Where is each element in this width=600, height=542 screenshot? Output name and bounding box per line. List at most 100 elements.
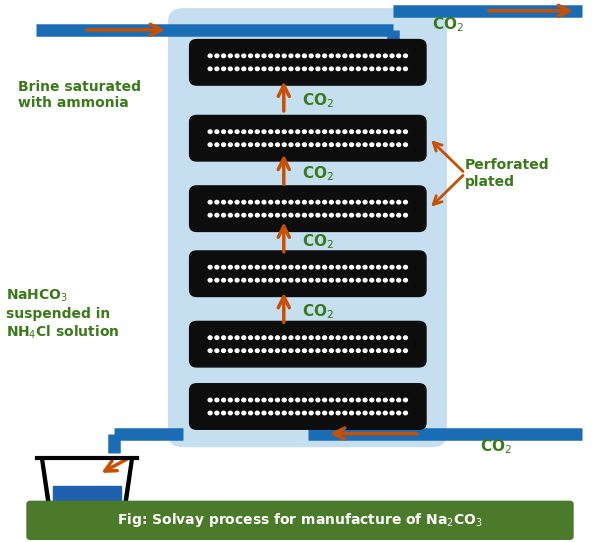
Circle shape	[316, 143, 320, 146]
Circle shape	[283, 67, 286, 70]
Circle shape	[336, 336, 340, 339]
Circle shape	[283, 143, 286, 146]
Circle shape	[289, 336, 293, 339]
Circle shape	[256, 266, 259, 269]
Circle shape	[302, 143, 307, 146]
Circle shape	[350, 143, 353, 146]
Circle shape	[350, 54, 353, 57]
Circle shape	[336, 67, 340, 70]
Circle shape	[404, 266, 407, 269]
Circle shape	[208, 349, 212, 352]
Circle shape	[363, 214, 367, 217]
Text: CO$_2$: CO$_2$	[480, 438, 512, 456]
Circle shape	[323, 130, 326, 133]
Circle shape	[363, 349, 367, 352]
Circle shape	[269, 336, 272, 339]
Circle shape	[215, 130, 219, 133]
Circle shape	[302, 398, 307, 402]
Circle shape	[316, 336, 320, 339]
Circle shape	[309, 130, 313, 133]
Ellipse shape	[53, 496, 121, 506]
Circle shape	[370, 130, 374, 133]
Circle shape	[256, 201, 259, 204]
Circle shape	[296, 349, 299, 352]
Circle shape	[383, 201, 387, 204]
Circle shape	[329, 130, 333, 133]
Circle shape	[336, 398, 340, 402]
Circle shape	[289, 279, 293, 282]
Circle shape	[323, 143, 326, 146]
Circle shape	[269, 143, 272, 146]
Circle shape	[336, 349, 340, 352]
Circle shape	[229, 214, 232, 217]
Circle shape	[262, 336, 266, 339]
Circle shape	[221, 67, 226, 70]
Circle shape	[302, 54, 307, 57]
Circle shape	[275, 398, 280, 402]
Circle shape	[323, 54, 326, 57]
Circle shape	[363, 54, 367, 57]
Circle shape	[262, 398, 266, 402]
Text: Perforated
plated: Perforated plated	[465, 158, 550, 189]
Circle shape	[215, 336, 219, 339]
Circle shape	[377, 411, 380, 415]
Circle shape	[397, 214, 401, 217]
Circle shape	[289, 214, 293, 217]
Circle shape	[377, 214, 380, 217]
Ellipse shape	[50, 498, 124, 507]
Circle shape	[336, 279, 340, 282]
Circle shape	[248, 279, 253, 282]
Circle shape	[404, 54, 407, 57]
Circle shape	[323, 214, 326, 217]
Circle shape	[262, 67, 266, 70]
Circle shape	[404, 349, 407, 352]
Circle shape	[343, 336, 347, 339]
Circle shape	[397, 143, 401, 146]
Circle shape	[370, 279, 374, 282]
Circle shape	[215, 279, 219, 282]
Circle shape	[329, 67, 333, 70]
Circle shape	[235, 411, 239, 415]
Circle shape	[323, 67, 326, 70]
Circle shape	[397, 266, 401, 269]
Circle shape	[350, 411, 353, 415]
Circle shape	[235, 54, 239, 57]
Circle shape	[275, 411, 280, 415]
Circle shape	[242, 411, 246, 415]
Circle shape	[229, 349, 232, 352]
Circle shape	[235, 214, 239, 217]
Circle shape	[221, 411, 226, 415]
Circle shape	[229, 398, 232, 402]
Circle shape	[316, 201, 320, 204]
Circle shape	[283, 130, 286, 133]
Circle shape	[377, 336, 380, 339]
Circle shape	[283, 54, 286, 57]
Circle shape	[296, 67, 299, 70]
Circle shape	[242, 336, 246, 339]
Circle shape	[350, 130, 353, 133]
Circle shape	[390, 336, 394, 339]
Circle shape	[343, 130, 347, 133]
Circle shape	[350, 279, 353, 282]
Circle shape	[296, 398, 299, 402]
Circle shape	[235, 336, 239, 339]
Circle shape	[343, 349, 347, 352]
Circle shape	[269, 398, 272, 402]
Circle shape	[256, 336, 259, 339]
Circle shape	[215, 266, 219, 269]
Circle shape	[269, 201, 272, 204]
Circle shape	[323, 336, 326, 339]
Circle shape	[363, 398, 367, 402]
Circle shape	[248, 398, 253, 402]
Polygon shape	[40, 458, 133, 507]
Circle shape	[383, 143, 387, 146]
FancyBboxPatch shape	[168, 8, 447, 447]
Circle shape	[289, 130, 293, 133]
Circle shape	[370, 266, 374, 269]
Circle shape	[256, 349, 259, 352]
Circle shape	[235, 67, 239, 70]
Circle shape	[269, 214, 272, 217]
Circle shape	[404, 398, 407, 402]
Circle shape	[302, 130, 307, 133]
Circle shape	[316, 398, 320, 402]
